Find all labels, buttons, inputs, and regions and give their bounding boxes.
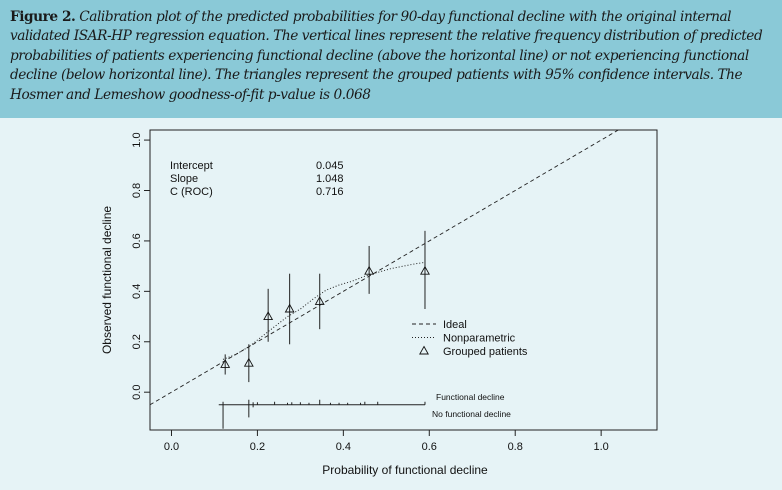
y-tick-label: 0.4 bbox=[131, 284, 143, 299]
caption-body: Calibration plot of the predicted probab… bbox=[10, 9, 763, 103]
stat-label: Intercept bbox=[170, 160, 213, 172]
figure-label: Figure 2. bbox=[10, 9, 76, 25]
distribution-label-decline: Functional decline bbox=[436, 392, 505, 402]
y-tick-label: 0.6 bbox=[131, 233, 143, 248]
grouped-patient-point bbox=[284, 303, 295, 313]
grouped-patient-point bbox=[220, 359, 231, 368]
ideal-line bbox=[150, 130, 620, 406]
grouped-patient-point bbox=[364, 265, 375, 275]
y-tick-label: 0.8 bbox=[131, 183, 143, 198]
y-tick-label: 1.0 bbox=[131, 132, 143, 147]
stat-value: 0.716 bbox=[316, 186, 344, 198]
nonparametric-line bbox=[222, 261, 426, 360]
y-tick-label: 0.2 bbox=[131, 334, 143, 349]
calibration-plot: 0.0 0.2 0.4 0.6 0.8 1.0 0.0 0.2 0.4 0.6 0.8 1.0 Func… bbox=[100, 129, 658, 477]
grouped-patient-point bbox=[314, 296, 325, 305]
plot-frame bbox=[149, 129, 658, 431]
x-tick-label: 1.0 bbox=[593, 441, 608, 453]
x-axis-label: Probability of functional decline bbox=[322, 463, 488, 477]
legend-label: Grouped patients bbox=[443, 346, 528, 358]
x-tick-label: 0.6 bbox=[422, 441, 437, 453]
legend-label: Nonparametric bbox=[443, 333, 516, 345]
grouped-patient-point bbox=[263, 311, 274, 321]
stat-label: Slope bbox=[170, 173, 198, 185]
caption-text: Figure 2. Calibration plot of the predic… bbox=[10, 8, 772, 105]
grouped-patient-point bbox=[420, 265, 430, 275]
x-tick-label: 0.2 bbox=[250, 441, 265, 453]
y-tick-label: 0.0 bbox=[131, 385, 143, 400]
figure-caption: Figure 2. Calibration plot of the predic… bbox=[0, 0, 782, 118]
stat-label: C (ROC) bbox=[170, 186, 213, 198]
grouped-patient-point bbox=[243, 357, 254, 367]
legend-swatch-grouped bbox=[419, 345, 429, 355]
x-tick-label: 0.0 bbox=[164, 441, 179, 453]
legend-label: Ideal bbox=[443, 319, 467, 331]
stat-value: 1.048 bbox=[316, 173, 344, 185]
x-tick-label: 0.8 bbox=[508, 441, 523, 453]
stat-value: 0.045 bbox=[316, 160, 344, 172]
distribution-label-no-decline: No functional decline bbox=[432, 409, 511, 419]
y-axis-label: Observed functional decline bbox=[100, 206, 114, 354]
x-tick-label: 0.4 bbox=[336, 441, 351, 453]
